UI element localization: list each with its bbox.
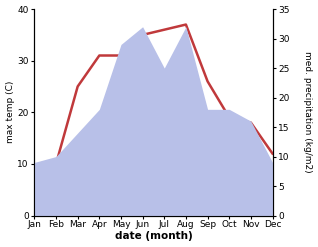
X-axis label: date (month): date (month)	[114, 231, 192, 242]
Y-axis label: max temp (C): max temp (C)	[5, 81, 15, 144]
Y-axis label: med. precipitation (kg/m2): med. precipitation (kg/m2)	[303, 51, 313, 173]
